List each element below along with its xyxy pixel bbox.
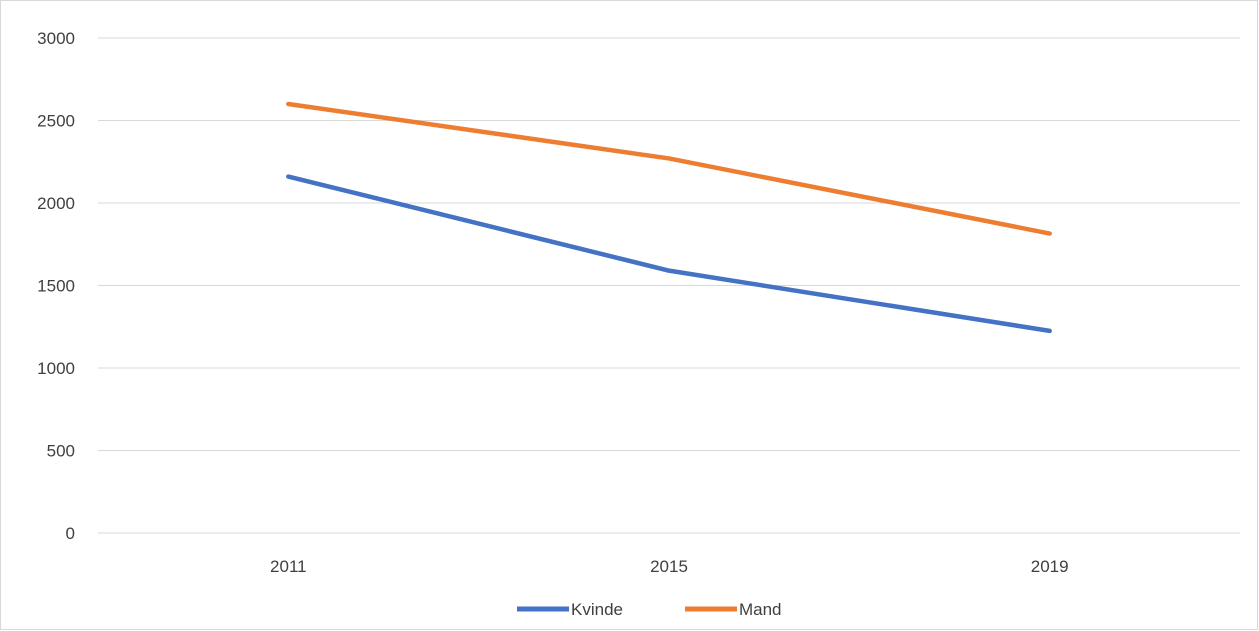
legend-label: Kvinde	[571, 600, 623, 619]
gridlines	[98, 37, 1240, 451]
y-tick-label: 1500	[37, 277, 75, 296]
y-tick-label: 2000	[37, 194, 75, 213]
y-axis-ticks: 0 500 1000 1500 2000 2500 3000	[37, 29, 75, 543]
x-tick-label: 2011	[270, 557, 307, 576]
y-tick-label: 3000	[37, 29, 75, 48]
series-group	[286, 101, 1052, 334]
legend: Kvinde Mand	[517, 600, 782, 619]
legend-label: Mand	[739, 600, 782, 619]
series-line-mand	[286, 101, 1052, 236]
y-tick-label: 500	[47, 442, 75, 461]
x-axis-ticks: 2011 2015 2019	[270, 557, 1069, 576]
y-tick-label: 0	[66, 524, 75, 543]
y-tick-label: 1000	[37, 359, 75, 378]
y-tick-label: 2500	[37, 112, 75, 131]
x-tick-label: 2019	[1031, 557, 1069, 576]
x-tick-label: 2015	[650, 557, 688, 576]
series-line-kvinde	[286, 174, 1052, 334]
